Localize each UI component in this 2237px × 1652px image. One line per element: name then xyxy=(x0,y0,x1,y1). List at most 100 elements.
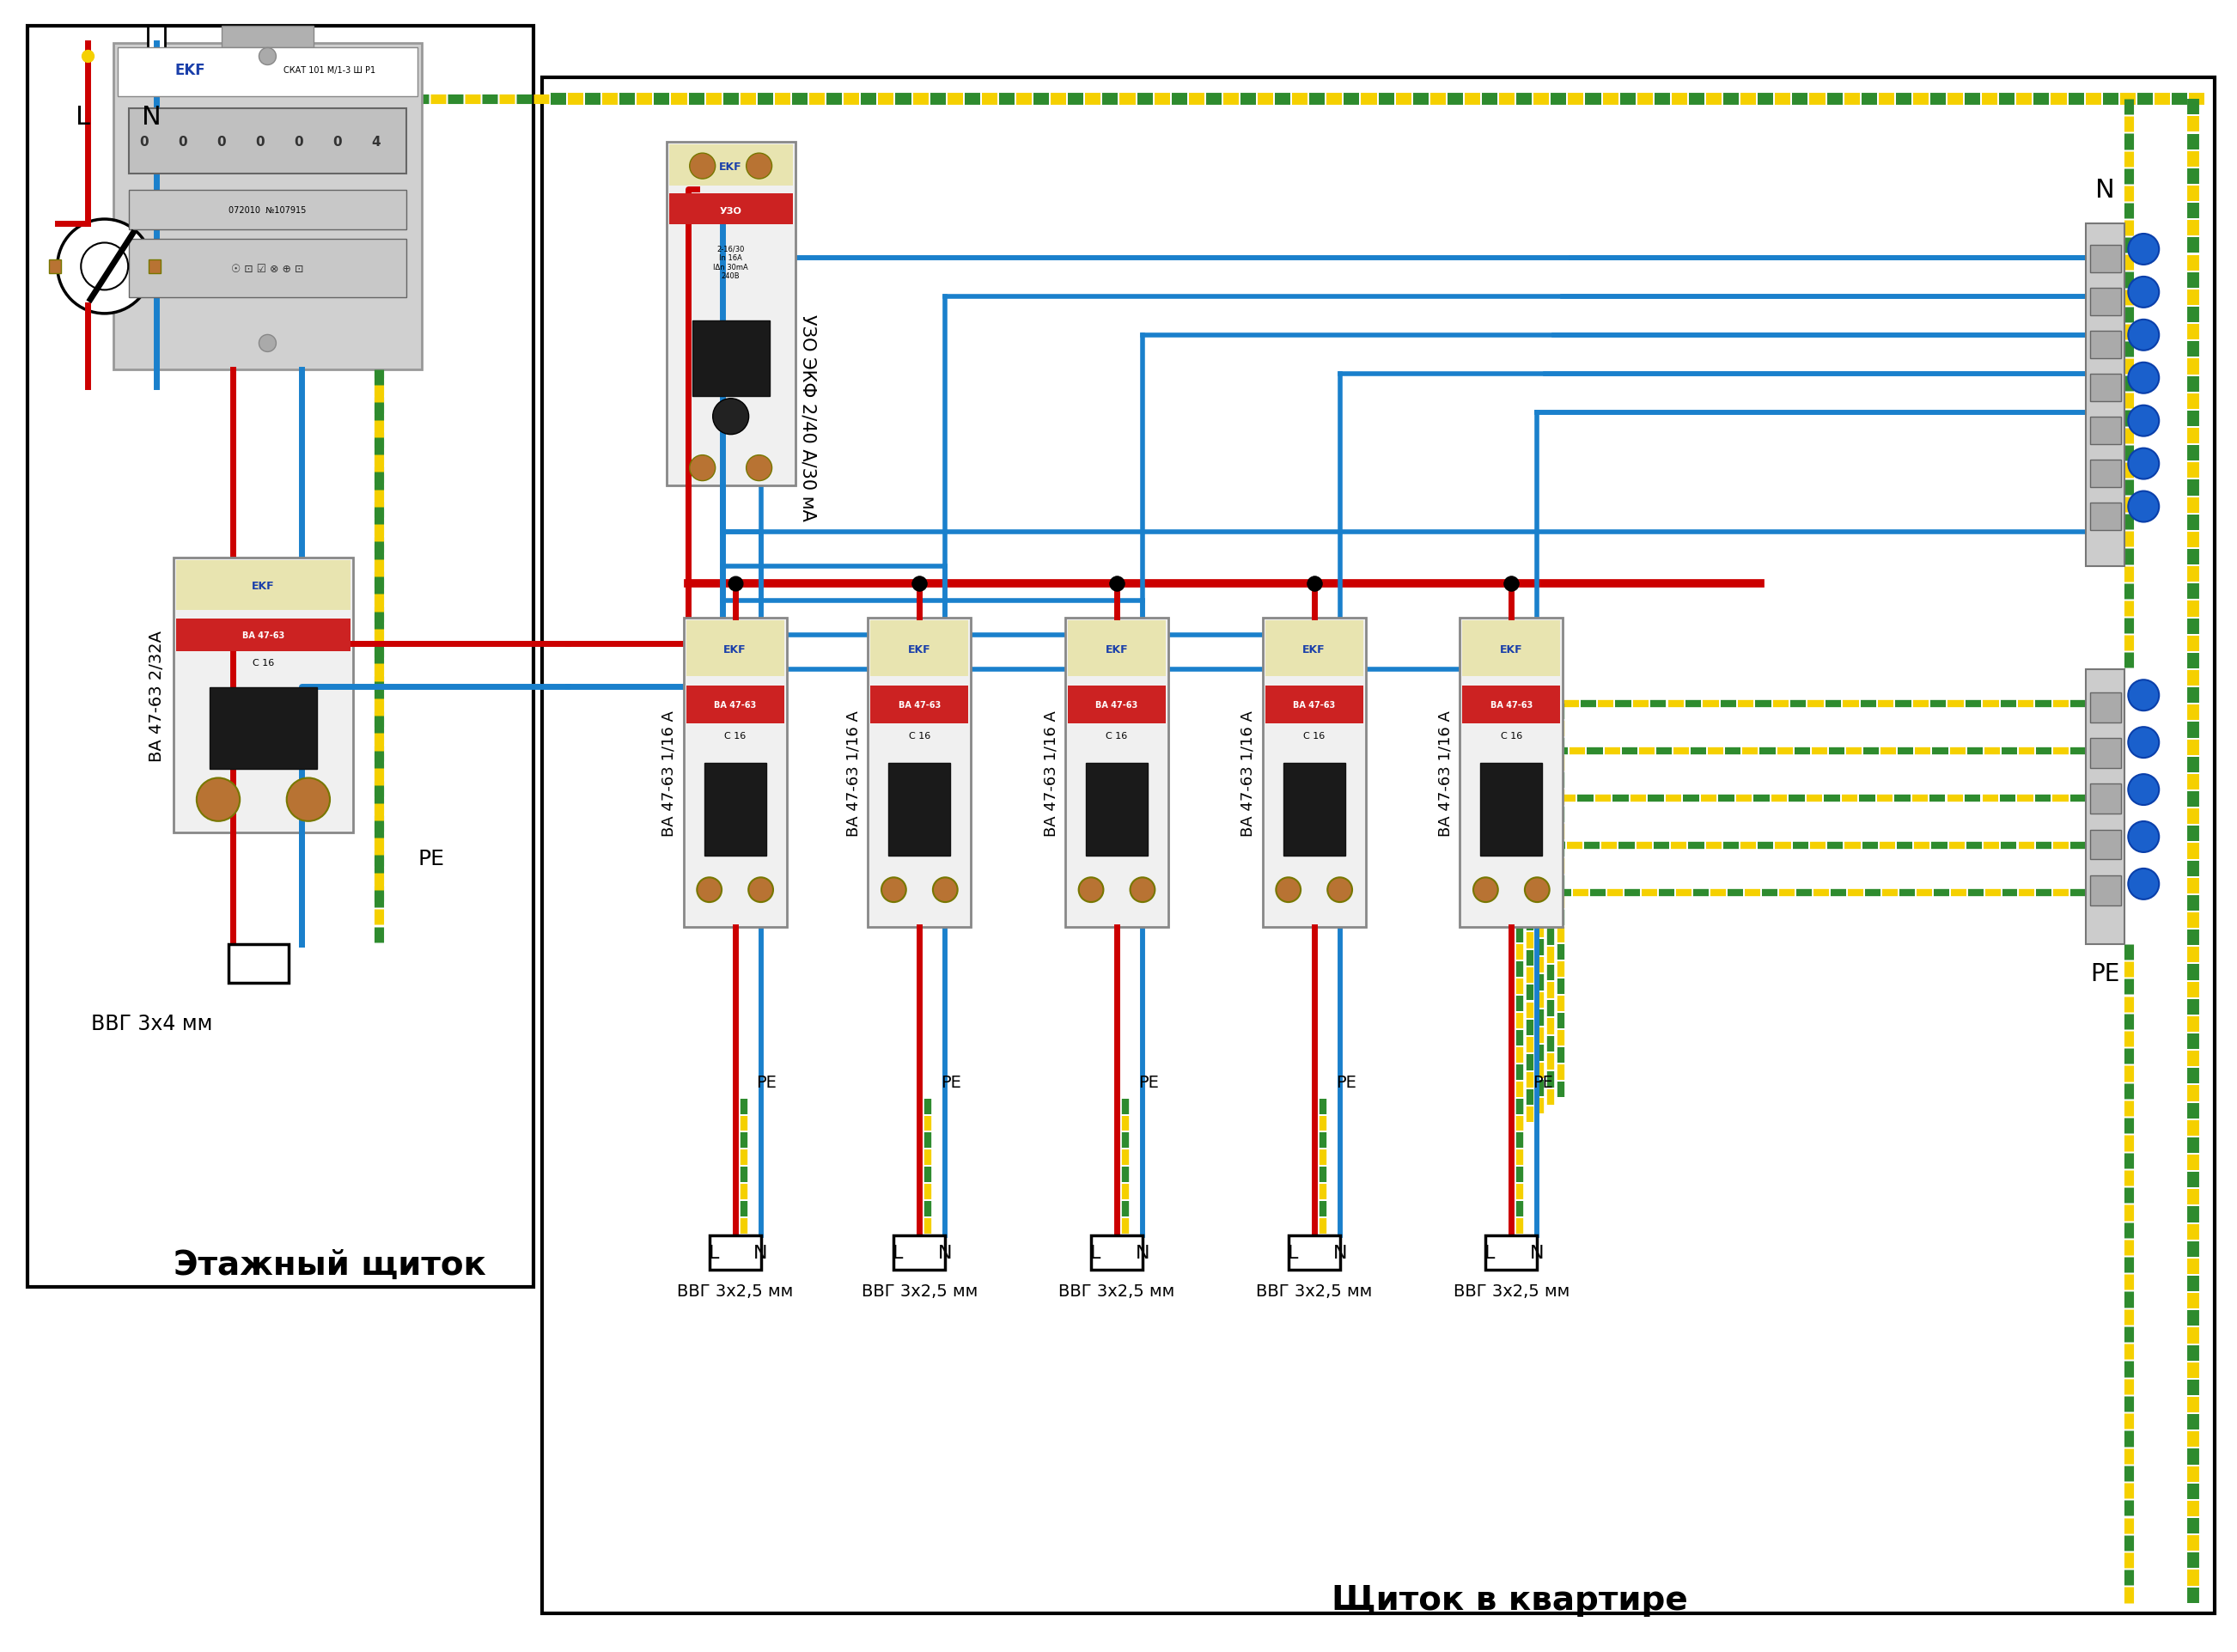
Bar xyxy=(128,190,407,230)
Bar xyxy=(128,240,407,299)
Bar xyxy=(1481,763,1541,856)
Bar xyxy=(1067,621,1165,677)
Text: 2-16/30
In 16A
IΔn 30mA
240B: 2-16/30 In 16A IΔn 30mA 240B xyxy=(714,246,747,281)
Bar xyxy=(687,687,783,724)
Bar xyxy=(128,109,407,175)
Text: N: N xyxy=(141,104,161,129)
Text: C 16: C 16 xyxy=(908,732,931,740)
Text: 0: 0 xyxy=(217,135,226,149)
Bar xyxy=(2089,692,2121,722)
Text: ВВГ 3х2,5 мм: ВВГ 3х2,5 мм xyxy=(1454,1284,1570,1300)
Text: C 16: C 16 xyxy=(1501,732,1521,740)
Text: Щиток в квартире: Щиток в квартире xyxy=(1331,1583,1687,1616)
Text: ВА 47-63 2/32А: ВА 47-63 2/32А xyxy=(148,629,166,762)
Bar xyxy=(895,1236,946,1270)
Bar xyxy=(870,687,969,724)
Text: C 16: C 16 xyxy=(253,659,275,667)
Circle shape xyxy=(259,48,275,66)
Bar xyxy=(114,45,423,370)
Bar xyxy=(1284,763,1344,856)
Bar xyxy=(210,687,318,770)
Text: ВА 47-63 1/16 А: ВА 47-63 1/16 А xyxy=(1239,710,1255,836)
Circle shape xyxy=(2127,869,2159,900)
Bar xyxy=(705,763,765,856)
Text: N: N xyxy=(937,1244,953,1262)
Text: C 16: C 16 xyxy=(1105,732,1127,740)
Text: ВВГ 3х2,5 мм: ВВГ 3х2,5 мм xyxy=(1255,1284,1371,1300)
Circle shape xyxy=(197,778,239,821)
Bar xyxy=(27,26,532,1287)
Text: L: L xyxy=(1089,1244,1101,1262)
Text: Этажный щиток: Этажный щиток xyxy=(172,1249,485,1282)
Circle shape xyxy=(2127,320,2159,350)
Circle shape xyxy=(1474,877,1499,902)
Circle shape xyxy=(2127,681,2159,710)
Text: EKF: EKF xyxy=(174,63,206,78)
Circle shape xyxy=(259,335,275,352)
Bar xyxy=(669,145,792,187)
Bar xyxy=(2087,225,2125,567)
Text: 0: 0 xyxy=(255,135,264,149)
Circle shape xyxy=(689,154,716,180)
Circle shape xyxy=(1526,877,1550,902)
Circle shape xyxy=(2127,406,2159,436)
Bar xyxy=(2089,289,2121,316)
Text: L: L xyxy=(709,1244,718,1262)
Circle shape xyxy=(2127,449,2159,479)
Bar xyxy=(177,562,351,611)
Text: N: N xyxy=(1530,1244,1544,1262)
Text: 072010  №107915: 072010 №107915 xyxy=(228,206,306,215)
Bar xyxy=(709,1236,761,1270)
Text: ВА 47-63 1/16 А: ВА 47-63 1/16 А xyxy=(662,710,678,836)
Text: EKF: EKF xyxy=(908,644,931,654)
Circle shape xyxy=(2127,363,2159,393)
Text: ВА 47-63: ВА 47-63 xyxy=(1293,700,1335,709)
Text: EKF: EKF xyxy=(1501,644,1523,654)
Bar xyxy=(2089,785,2121,814)
Text: ВВГ 3х2,5 мм: ВВГ 3х2,5 мм xyxy=(861,1284,978,1300)
Text: 0: 0 xyxy=(293,135,302,149)
Text: L: L xyxy=(893,1244,904,1262)
Circle shape xyxy=(2127,235,2159,266)
Text: ВА 47-63: ВА 47-63 xyxy=(242,631,284,639)
Circle shape xyxy=(2127,492,2159,522)
Text: N: N xyxy=(2096,178,2114,203)
Text: ВА 47-63: ВА 47-63 xyxy=(714,700,756,709)
Bar xyxy=(1262,618,1365,927)
Bar xyxy=(228,945,289,983)
Text: СКАТ 101 М/1-3 Ш Р1: СКАТ 101 М/1-3 Ш Р1 xyxy=(284,66,376,74)
Bar xyxy=(148,259,161,274)
Text: C 16: C 16 xyxy=(1304,732,1324,740)
Bar xyxy=(148,26,166,69)
Circle shape xyxy=(2127,821,2159,852)
Text: ВВГ 3х4 мм: ВВГ 3х4 мм xyxy=(92,1013,213,1034)
Bar xyxy=(667,142,794,486)
Text: L: L xyxy=(1485,1244,1494,1262)
Circle shape xyxy=(2127,775,2159,806)
Circle shape xyxy=(81,243,128,291)
Bar xyxy=(2087,671,2125,945)
Bar xyxy=(2089,876,2121,905)
Circle shape xyxy=(749,877,774,902)
Circle shape xyxy=(1327,877,1351,902)
Bar xyxy=(1485,1236,1537,1270)
Bar xyxy=(1463,621,1559,677)
Text: ВА 47-63: ВА 47-63 xyxy=(1490,700,1532,709)
Text: EKF: EKF xyxy=(1302,644,1327,654)
Bar xyxy=(2089,459,2121,487)
Text: L: L xyxy=(76,104,89,129)
Text: ВВГ 3х2,5 мм: ВВГ 3х2,5 мм xyxy=(1058,1284,1174,1300)
Circle shape xyxy=(933,877,957,902)
Text: C 16: C 16 xyxy=(725,732,745,740)
Bar xyxy=(221,26,313,48)
Text: PE: PE xyxy=(1335,1074,1356,1090)
Bar xyxy=(541,78,2215,1612)
Text: 0: 0 xyxy=(179,135,188,149)
Bar xyxy=(1092,1236,1143,1270)
Bar xyxy=(870,621,969,677)
Bar xyxy=(1065,618,1168,927)
Bar xyxy=(1461,618,1564,927)
Circle shape xyxy=(689,456,716,481)
Text: 0: 0 xyxy=(139,135,148,149)
Bar xyxy=(687,621,783,677)
